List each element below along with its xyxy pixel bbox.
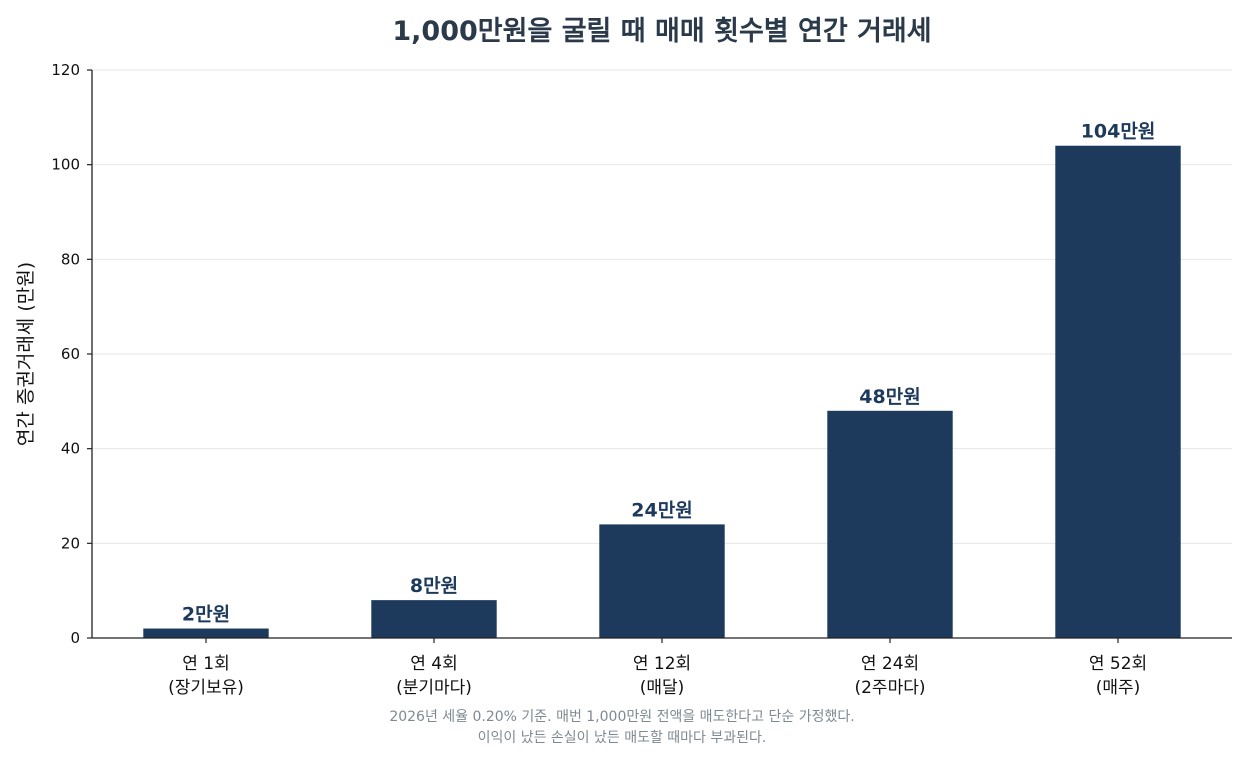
y-tick-label: 20 bbox=[61, 534, 80, 552]
value-label: 104만원 bbox=[1081, 121, 1156, 143]
y-tick-label: 80 bbox=[61, 250, 80, 268]
x-tick-label: (장기보유) bbox=[168, 678, 244, 698]
y-tick-label: 40 bbox=[61, 440, 80, 458]
value-label: 48만원 bbox=[859, 386, 920, 408]
bar bbox=[371, 600, 497, 638]
y-tick-label: 120 bbox=[51, 61, 80, 79]
x-tick-label: 연 4회 bbox=[410, 654, 458, 674]
chart-title: 1,000만원을 굴릴 때 매매 횟수별 연간 거래세 bbox=[392, 16, 931, 47]
x-tick-label: 연 1회 bbox=[182, 654, 230, 674]
x-axis-ticks: 연 1회 (장기보유) 연 4회 (분기마다) 연 12회 (매달) 연 24회 (2주마다)… bbox=[168, 638, 1147, 698]
y-axis-ticks: 0 20 40 60 80 100 120 bbox=[51, 61, 92, 647]
bar bbox=[827, 410, 953, 638]
value-label: 8만원 bbox=[410, 575, 458, 597]
bar bbox=[143, 628, 269, 638]
footnote: 2026년 세율 0.20% 기준. 매번 1,000만원 전액을 매도한다고 … bbox=[389, 709, 854, 746]
bar bbox=[1055, 145, 1181, 638]
bar bbox=[599, 524, 725, 638]
y-tick-label: 0 bbox=[70, 629, 80, 647]
footnote-line: 2026년 세율 0.20% 기준. 매번 1,000만원 전액을 매도한다고 … bbox=[389, 709, 854, 725]
x-tick-label: (분기마다) bbox=[396, 678, 472, 698]
y-tick-label: 60 bbox=[61, 345, 80, 363]
x-tick-label: 연 52회 bbox=[1089, 654, 1147, 674]
x-tick-label: (매달) bbox=[640, 678, 685, 698]
value-labels: 2만원 8만원 24만원 48만원 104만원 bbox=[182, 121, 1155, 626]
gridlines bbox=[92, 69, 1232, 544]
value-label: 2만원 bbox=[182, 604, 230, 626]
y-axis-label: 연간 증권거래세 (만원) bbox=[15, 262, 37, 446]
footnote-line: 이익이 났든 손실이 났든 매도할 때마다 부과된다. bbox=[478, 730, 767, 746]
value-label: 24만원 bbox=[631, 499, 692, 521]
x-tick-label: (매주) bbox=[1096, 678, 1141, 698]
y-tick-label: 100 bbox=[51, 156, 80, 174]
x-tick-label: 연 12회 bbox=[633, 654, 691, 674]
x-tick-label: (2주마다) bbox=[854, 678, 925, 698]
x-tick-label: 연 24회 bbox=[861, 654, 919, 674]
bars bbox=[143, 145, 1181, 638]
